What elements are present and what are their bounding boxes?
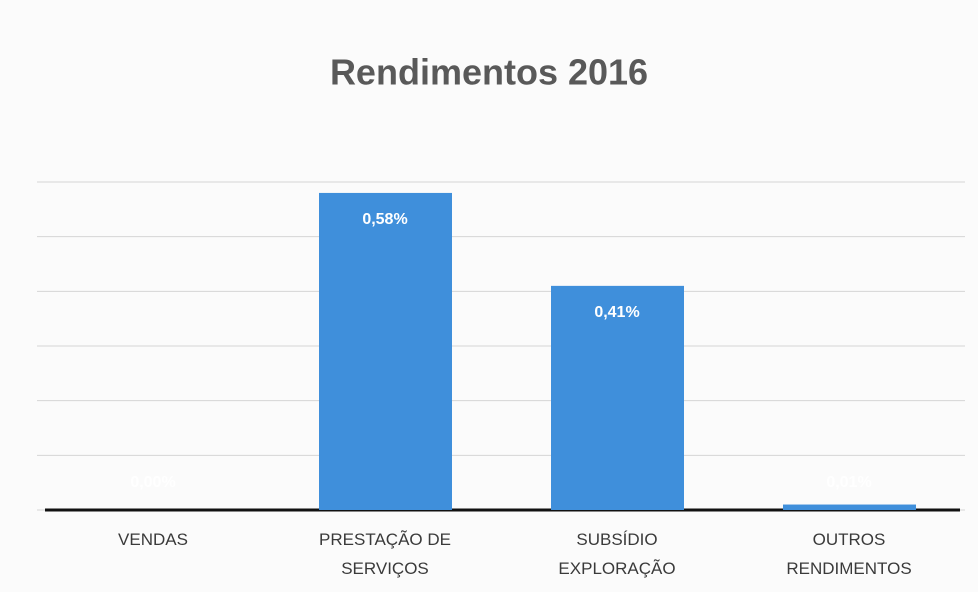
x-tick-label: VENDAS: [118, 530, 188, 549]
data-label: 0,41%: [594, 304, 639, 321]
x-tick-label: SUBSÍDIO EXPLORAÇÃO: [558, 530, 676, 578]
bar: [319, 192, 452, 510]
x-tick-label: PRESTAÇÃO DE SERVIÇOS: [319, 530, 451, 578]
data-label: 0,58%: [362, 211, 407, 228]
data-label: 0,01%: [826, 474, 871, 491]
bar: [551, 285, 684, 510]
chart-title: Rendimentos 2016: [330, 52, 648, 93]
x-tick-label: OUTROS RENDIMENTOS: [786, 530, 912, 578]
bar: [783, 504, 916, 510]
data-label: 0,00%: [130, 474, 175, 491]
